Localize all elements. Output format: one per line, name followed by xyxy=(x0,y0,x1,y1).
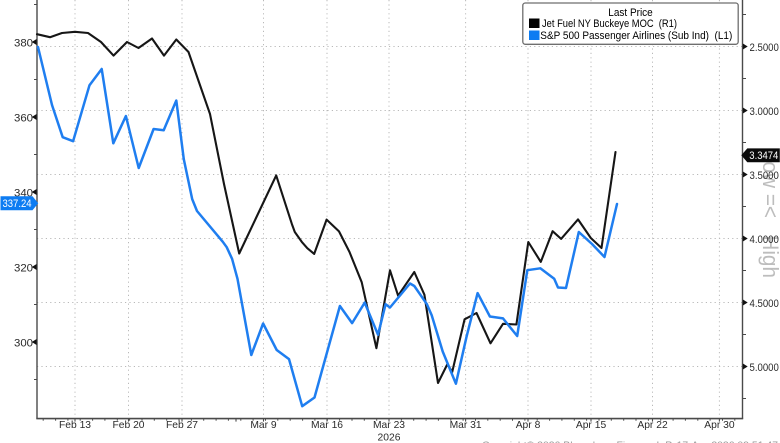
svg-text:Mar 16: Mar 16 xyxy=(311,420,343,431)
svg-text:Mar 23: Mar 23 xyxy=(373,420,405,431)
svg-text:Feb 13: Feb 13 xyxy=(59,420,91,431)
svg-text:380: 380 xyxy=(14,37,33,49)
svg-text:Copyright© 2026 Bloomberg Fina: Copyright© 2026 Bloomberg Finance L.P. 1… xyxy=(482,440,778,443)
svg-text:360: 360 xyxy=(14,112,33,124)
svg-text:3.3474: 3.3474 xyxy=(749,150,778,162)
svg-text:300: 300 xyxy=(14,337,33,349)
svg-text:Last Price: Last Price xyxy=(608,7,653,19)
svg-text:Apr 22: Apr 22 xyxy=(637,420,668,431)
svg-text:2026: 2026 xyxy=(378,432,401,443)
svg-text:Low =< High: Low =< High xyxy=(758,150,780,278)
svg-text:Feb 20: Feb 20 xyxy=(112,420,144,431)
svg-text:3.0000: 3.0000 xyxy=(750,106,779,118)
svg-text:4.0000: 4.0000 xyxy=(750,234,779,246)
svg-text:Jet Fuel NY Buckeye MOC (R1): Jet Fuel NY Buckeye MOC (R1) xyxy=(542,18,677,30)
svg-text:Apr 15: Apr 15 xyxy=(576,420,607,431)
svg-text:Apr 30: Apr 30 xyxy=(704,420,735,431)
svg-text:320: 320 xyxy=(14,262,33,274)
svg-text:Apr 8: Apr 8 xyxy=(516,420,541,431)
svg-text:Feb 27: Feb 27 xyxy=(166,420,198,431)
svg-text:Mar 9: Mar 9 xyxy=(250,420,277,431)
svg-text:5.0000: 5.0000 xyxy=(750,362,779,374)
svg-text:S&P 500 Passenger Airlines (Su: S&P 500 Passenger Airlines (Sub Ind) (L1… xyxy=(540,30,732,42)
svg-text:Mar 31: Mar 31 xyxy=(450,420,482,431)
svg-text:337.24: 337.24 xyxy=(3,198,32,210)
svg-text:4.5000: 4.5000 xyxy=(750,298,779,310)
svg-text:3.5000: 3.5000 xyxy=(750,170,779,182)
svg-text:2.5000: 2.5000 xyxy=(750,42,779,54)
